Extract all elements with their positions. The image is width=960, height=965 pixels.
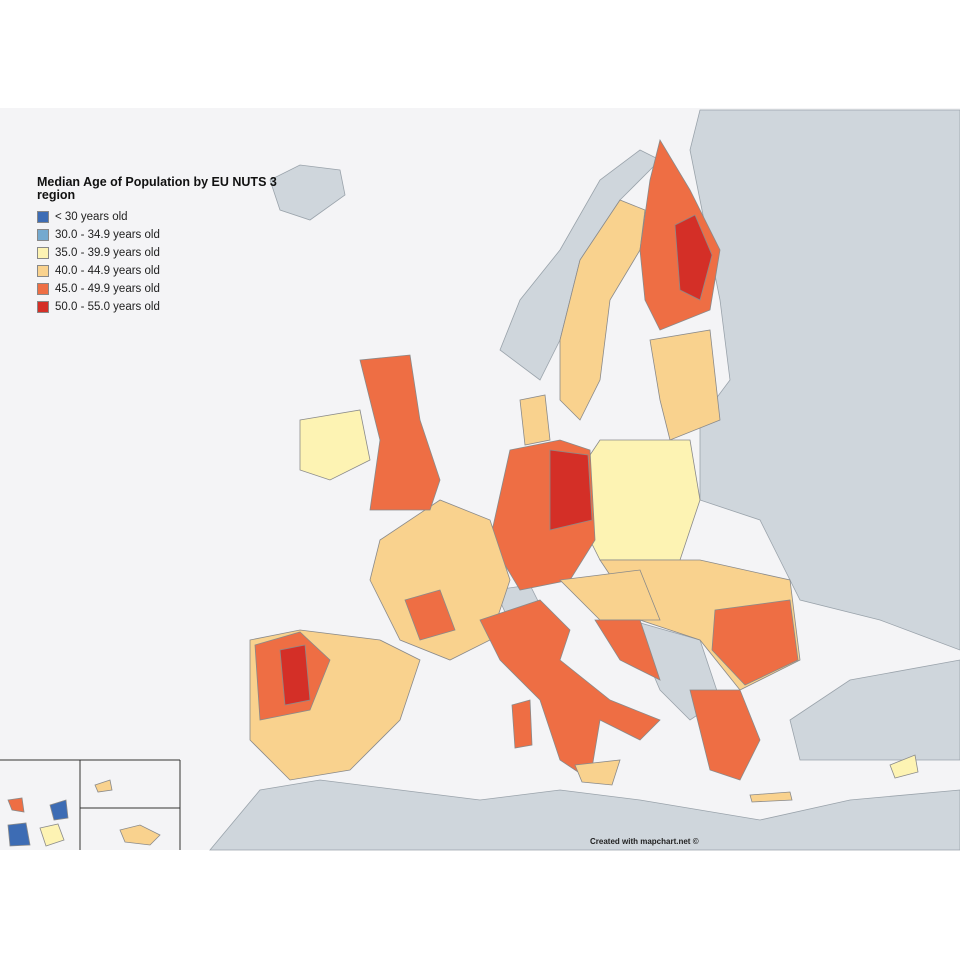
legend-swatch [37,247,49,259]
map-title: Median Age of Population by EU NUTS 3 re… [37,175,277,202]
canaries [119,824,161,846]
insets [0,759,181,850]
castilla [279,644,311,706]
poland [579,439,701,561]
legend-item: 30.0 - 34.9 years old [37,226,287,244]
legend-label: < 30 years old [55,211,128,223]
legend-swatch [37,301,49,313]
legend-label: 35.0 - 39.9 years old [55,247,160,259]
regions [249,138,919,803]
legend-label: 45.0 - 49.9 years old [55,283,160,295]
guiana [7,822,31,847]
italy [479,599,661,781]
crete [749,791,793,803]
legend-label: 30.0 - 34.9 years old [55,229,160,241]
north-africa [209,779,960,851]
ireland [299,409,371,481]
legend-item: 35.0 - 39.9 years old [37,244,287,262]
central-europe [559,569,661,621]
credit: Created with mapchart.net © [590,837,699,846]
legend-item: 45.0 - 49.9 years old [37,280,287,298]
sweden [559,199,646,421]
guadeloupe [49,799,69,821]
legend-items: < 30 years old 30.0 - 34.9 years old 35.0 … [37,208,287,316]
legend-swatch [37,211,49,223]
legend-item: 40.0 - 44.9 years old [37,262,287,280]
legend-item: < 30 years old [37,208,287,226]
bulgaria [711,599,799,686]
central-france [404,589,456,641]
legend-label: 50.0 - 55.0 years old [55,301,160,313]
iceland [269,164,346,221]
reunion [39,823,65,847]
cyprus [889,754,919,779]
legend: Median Age of Population by EU NUTS 3 re… [37,176,287,316]
baltics [649,329,721,441]
eastern-germany [549,449,593,531]
legend-swatch [37,265,49,277]
legend-item: 50.0 - 55.0 years old [37,298,287,316]
croatia [594,619,661,681]
legend-swatch [37,229,49,241]
eastern-finland [674,214,713,301]
azores [94,779,113,793]
legend-swatch [37,283,49,295]
legend-label: 40.0 - 44.9 years old [55,265,160,277]
great-britain [359,354,441,511]
martinique [7,797,25,813]
sicily [574,759,621,786]
greece [689,689,761,781]
sardinia [511,699,533,749]
turkey [789,659,960,761]
denmark [519,394,551,446]
